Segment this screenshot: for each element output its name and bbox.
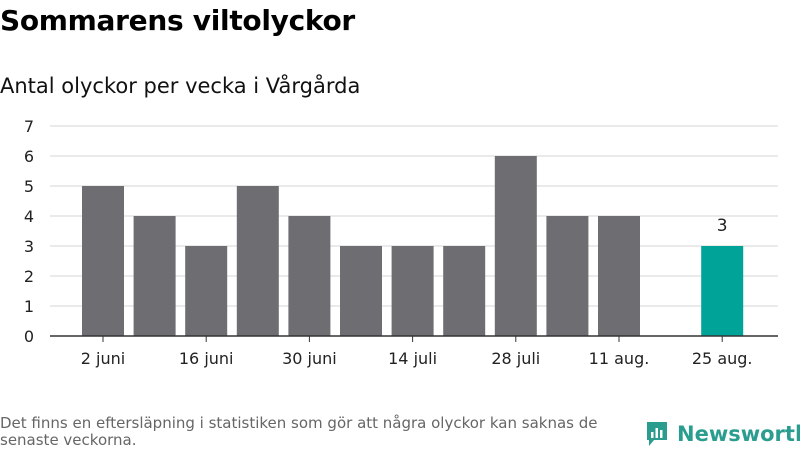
bar-9	[546, 216, 589, 336]
bar-3	[236, 186, 279, 336]
x-tick-label: 25 aug.	[692, 349, 753, 368]
chart-title: Sommarens viltolyckor	[0, 4, 355, 37]
x-tick-label: 14 juli	[388, 349, 437, 368]
data-label: 3	[717, 216, 728, 236]
x-axis-ticks: 2 juni 16 juni 30 juni 14 juli 28 juli 11 aug…	[81, 336, 753, 368]
bar-8	[494, 156, 537, 336]
brand-name: Newsworthy	[677, 422, 800, 446]
y-axis-ticks: 0 1 2 3 4 5 6 7	[24, 117, 34, 346]
bar-0	[82, 186, 124, 336]
data-labels: 3	[717, 216, 728, 236]
x-tick-label: 2 juni	[81, 349, 125, 368]
chart-subtitle: Antal olyckor per vecka i Vårgårda	[0, 74, 361, 98]
y-tick-label: 4	[24, 207, 34, 226]
y-tick-label: 2	[24, 267, 34, 286]
x-tick-label: 11 aug.	[589, 349, 650, 368]
x-tick-label: 16 juni	[179, 349, 234, 368]
bar-10	[598, 216, 640, 336]
y-tick-label: 6	[24, 147, 34, 166]
bars	[82, 156, 744, 336]
brand-logo: Newsworthy	[645, 419, 800, 449]
y-tick-label: 3	[24, 237, 34, 256]
bar-1	[133, 216, 176, 336]
y-tick-label: 7	[24, 117, 34, 136]
bar-7	[443, 246, 486, 336]
y-tick-label: 5	[24, 177, 34, 196]
footnote: Det finns en eftersläpning i statistiken…	[0, 414, 598, 449]
bar-6	[391, 246, 434, 336]
bar-chart-icon	[647, 422, 667, 446]
y-tick-label: 0	[24, 327, 34, 346]
y-tick-label: 1	[24, 297, 34, 316]
x-tick-label: 30 juni	[282, 349, 337, 368]
bar-2	[185, 246, 228, 336]
bar-4	[288, 216, 331, 336]
bar-5	[340, 246, 382, 336]
bar-12	[701, 246, 744, 336]
x-tick-label: 28 juli	[491, 349, 540, 368]
